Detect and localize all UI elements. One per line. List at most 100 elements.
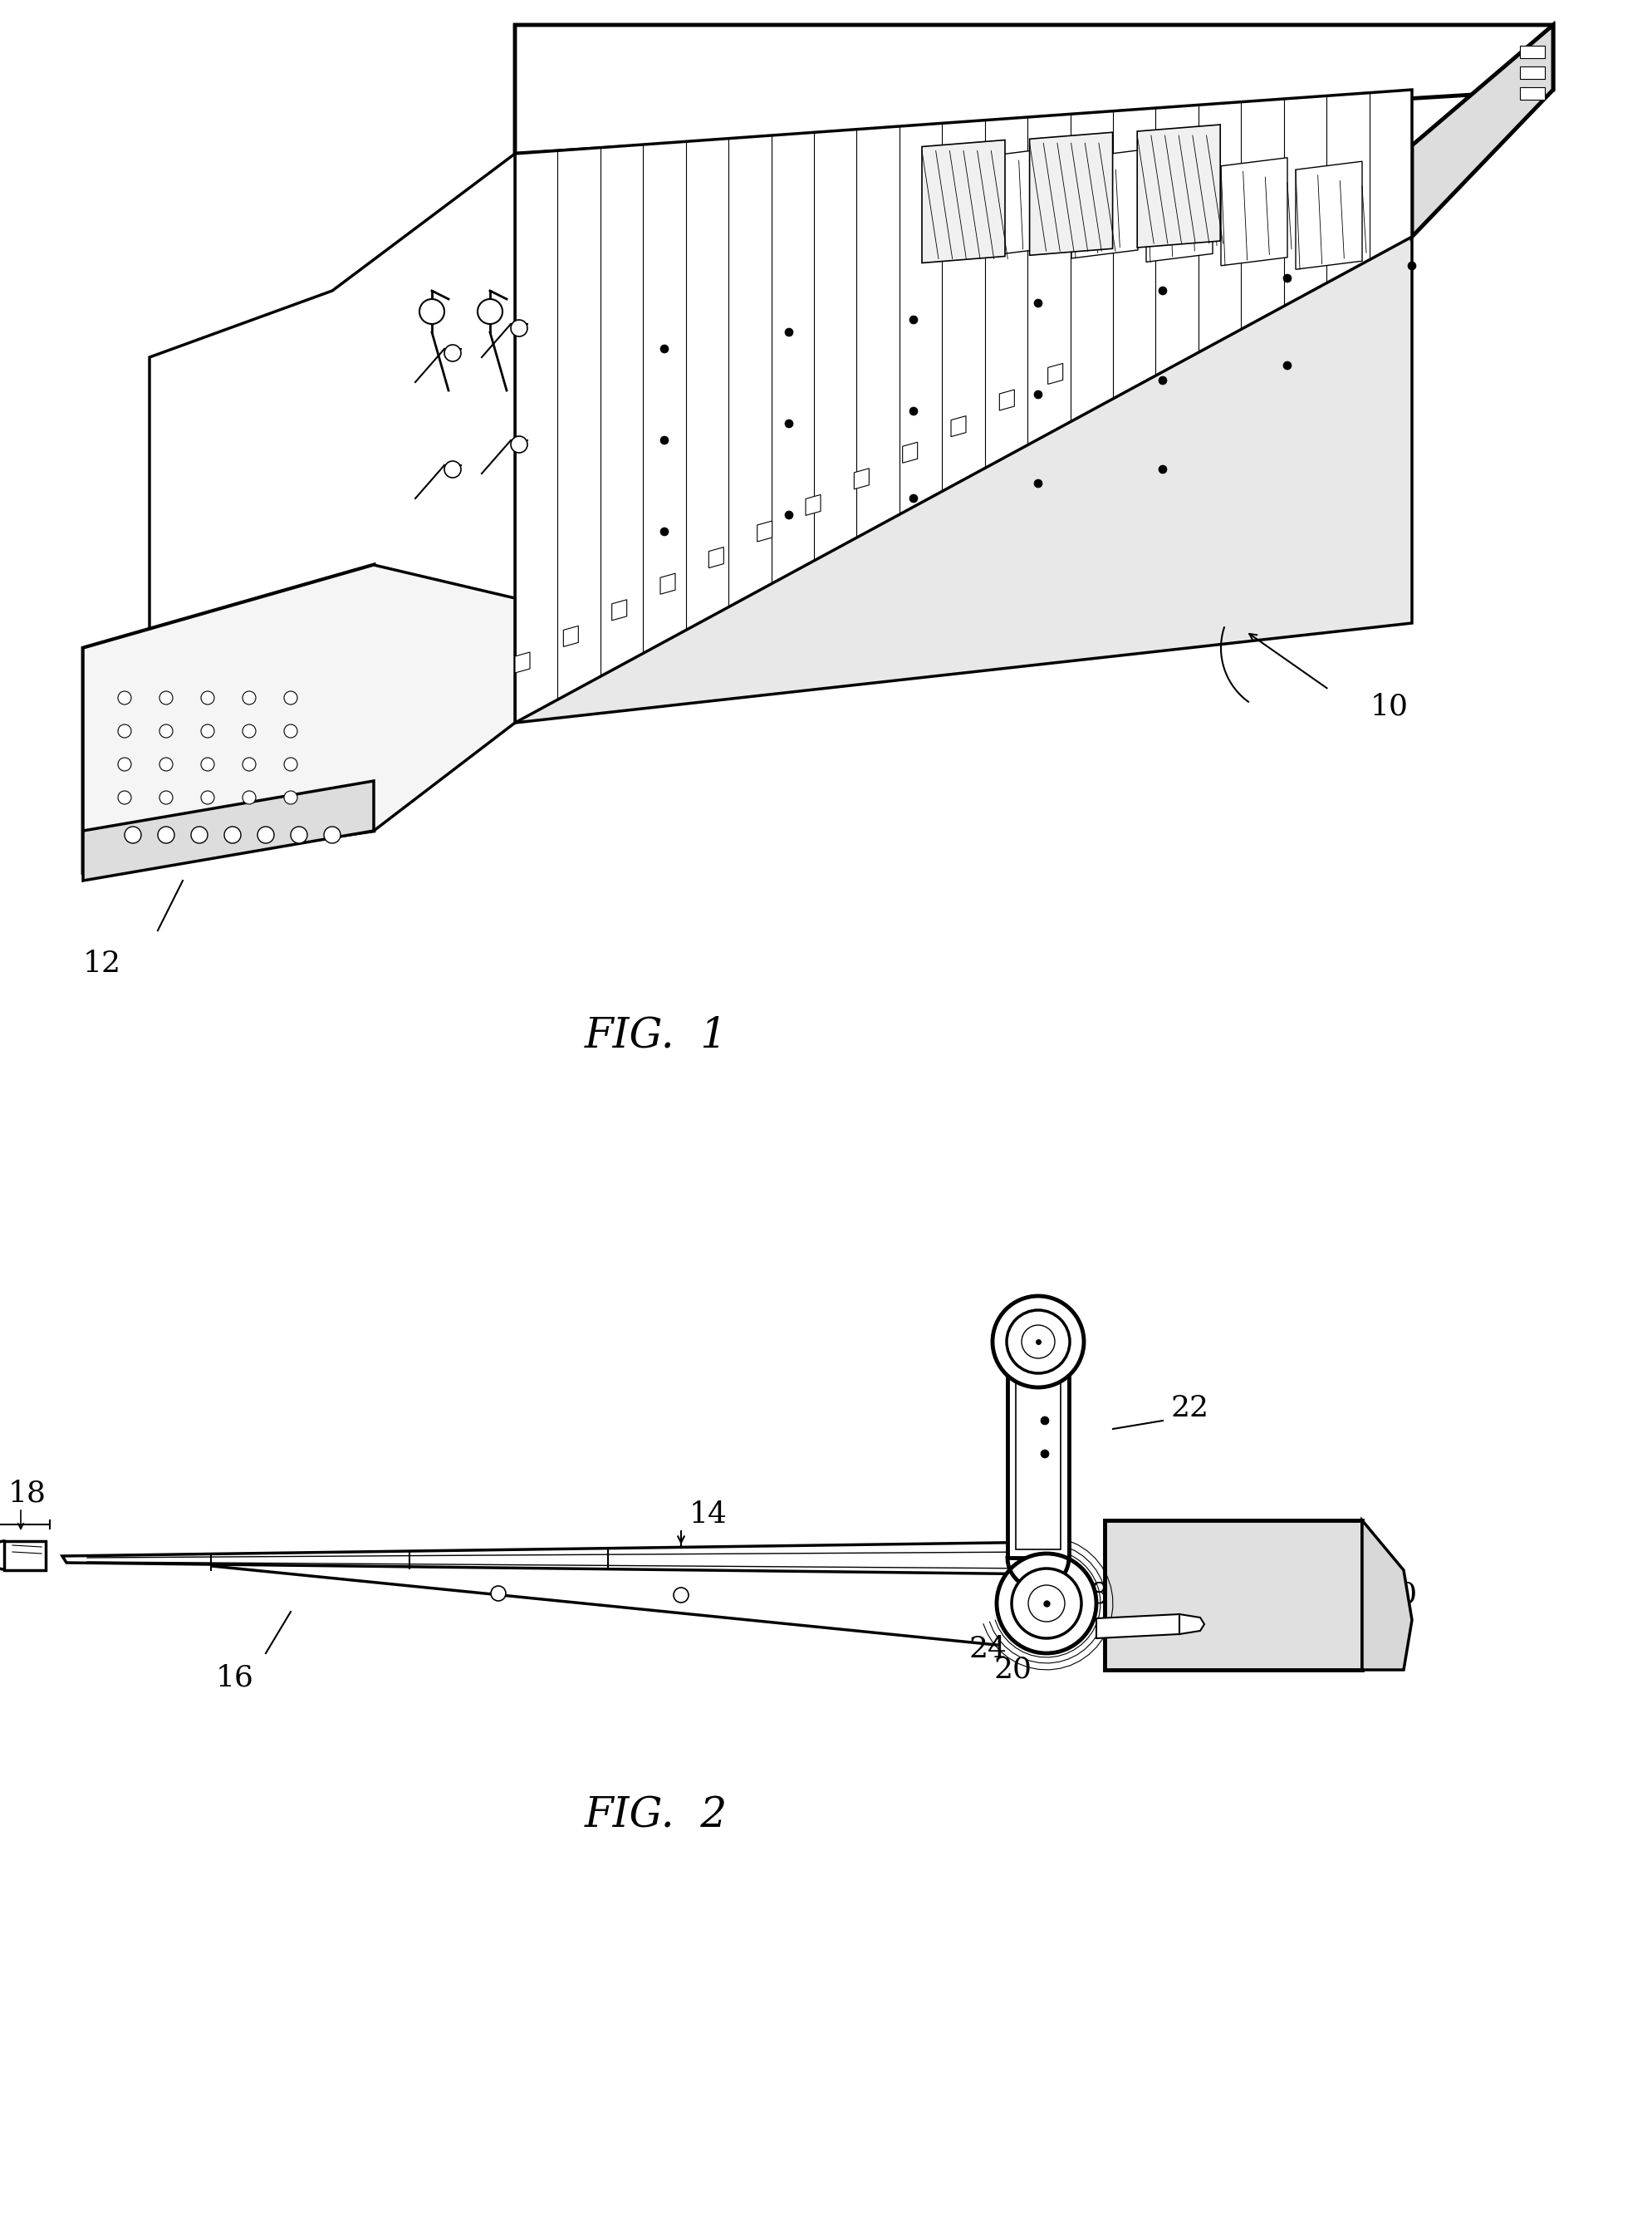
Polygon shape bbox=[83, 781, 373, 881]
Polygon shape bbox=[709, 548, 724, 568]
Circle shape bbox=[674, 1587, 689, 1602]
Circle shape bbox=[160, 757, 173, 770]
Polygon shape bbox=[902, 442, 917, 464]
Circle shape bbox=[1158, 377, 1166, 384]
Circle shape bbox=[1158, 466, 1166, 473]
Circle shape bbox=[1284, 362, 1292, 371]
Circle shape bbox=[324, 828, 340, 843]
Circle shape bbox=[1041, 1449, 1049, 1458]
Polygon shape bbox=[1295, 162, 1363, 268]
Circle shape bbox=[202, 690, 215, 703]
Text: FIG.  2: FIG. 2 bbox=[585, 1795, 727, 1837]
Polygon shape bbox=[1105, 1520, 1363, 1671]
Circle shape bbox=[1041, 1416, 1049, 1425]
Circle shape bbox=[243, 790, 256, 803]
Polygon shape bbox=[611, 599, 626, 621]
Circle shape bbox=[1028, 1584, 1066, 1622]
Circle shape bbox=[1408, 262, 1416, 271]
Circle shape bbox=[1034, 391, 1042, 399]
Polygon shape bbox=[1363, 1520, 1412, 1671]
Circle shape bbox=[785, 328, 793, 337]
Circle shape bbox=[1011, 1569, 1082, 1638]
Polygon shape bbox=[1008, 1376, 1069, 1558]
Circle shape bbox=[117, 723, 131, 737]
Circle shape bbox=[117, 757, 131, 770]
Polygon shape bbox=[854, 468, 869, 488]
Circle shape bbox=[258, 828, 274, 843]
Circle shape bbox=[993, 1296, 1084, 1387]
Circle shape bbox=[243, 757, 256, 770]
Circle shape bbox=[491, 1587, 506, 1600]
Text: 14: 14 bbox=[689, 1500, 727, 1529]
Circle shape bbox=[202, 790, 215, 803]
Circle shape bbox=[117, 690, 131, 703]
Polygon shape bbox=[1137, 124, 1221, 249]
Circle shape bbox=[1006, 1309, 1070, 1374]
Circle shape bbox=[243, 723, 256, 737]
Circle shape bbox=[661, 344, 669, 353]
Polygon shape bbox=[806, 495, 821, 515]
Circle shape bbox=[444, 344, 461, 362]
Circle shape bbox=[1284, 275, 1292, 282]
Circle shape bbox=[444, 462, 461, 477]
Text: 18: 18 bbox=[8, 1480, 46, 1509]
Circle shape bbox=[225, 828, 241, 843]
Text: 26: 26 bbox=[1188, 1589, 1226, 1618]
Text: FIG.  1: FIG. 1 bbox=[585, 1014, 727, 1056]
Text: 20: 20 bbox=[995, 1655, 1032, 1684]
Polygon shape bbox=[952, 415, 966, 437]
Circle shape bbox=[202, 723, 215, 737]
Circle shape bbox=[477, 300, 502, 324]
Text: 28: 28 bbox=[1072, 1580, 1110, 1609]
Circle shape bbox=[160, 690, 173, 703]
Polygon shape bbox=[1221, 158, 1287, 266]
Circle shape bbox=[785, 510, 793, 519]
Circle shape bbox=[1034, 300, 1042, 308]
Polygon shape bbox=[1016, 1382, 1061, 1549]
Circle shape bbox=[243, 690, 256, 703]
Polygon shape bbox=[515, 652, 530, 672]
Circle shape bbox=[510, 437, 527, 453]
Polygon shape bbox=[63, 1542, 1056, 1573]
Circle shape bbox=[910, 315, 919, 324]
Circle shape bbox=[510, 320, 527, 337]
Polygon shape bbox=[661, 573, 676, 595]
Polygon shape bbox=[1520, 47, 1545, 58]
Polygon shape bbox=[757, 521, 771, 541]
Polygon shape bbox=[922, 140, 1004, 262]
Circle shape bbox=[291, 828, 307, 843]
Polygon shape bbox=[563, 626, 578, 646]
Circle shape bbox=[996, 1553, 1097, 1653]
Text: 10: 10 bbox=[1371, 692, 1409, 721]
Circle shape bbox=[284, 757, 297, 770]
Polygon shape bbox=[996, 146, 1064, 255]
Circle shape bbox=[420, 300, 444, 324]
Polygon shape bbox=[83, 566, 373, 872]
Polygon shape bbox=[1520, 67, 1545, 80]
Circle shape bbox=[661, 437, 669, 444]
Circle shape bbox=[284, 690, 297, 703]
Polygon shape bbox=[149, 153, 515, 814]
Polygon shape bbox=[1146, 153, 1213, 262]
Text: 24: 24 bbox=[970, 1635, 1008, 1664]
Polygon shape bbox=[999, 391, 1014, 411]
Polygon shape bbox=[1520, 87, 1545, 100]
Circle shape bbox=[1034, 479, 1042, 488]
Text: 12: 12 bbox=[83, 950, 121, 979]
Polygon shape bbox=[1097, 1613, 1180, 1638]
Circle shape bbox=[1021, 1325, 1056, 1358]
Polygon shape bbox=[1047, 364, 1062, 384]
Circle shape bbox=[192, 828, 208, 843]
Polygon shape bbox=[515, 146, 1412, 723]
Circle shape bbox=[284, 790, 297, 803]
Text: 16: 16 bbox=[216, 1664, 254, 1693]
Polygon shape bbox=[515, 24, 1553, 153]
Circle shape bbox=[160, 790, 173, 803]
Polygon shape bbox=[1412, 24, 1553, 237]
Circle shape bbox=[124, 828, 140, 843]
Polygon shape bbox=[1180, 1613, 1204, 1633]
Circle shape bbox=[284, 723, 297, 737]
Circle shape bbox=[159, 828, 175, 843]
Polygon shape bbox=[5, 1540, 46, 1571]
Polygon shape bbox=[83, 566, 515, 872]
